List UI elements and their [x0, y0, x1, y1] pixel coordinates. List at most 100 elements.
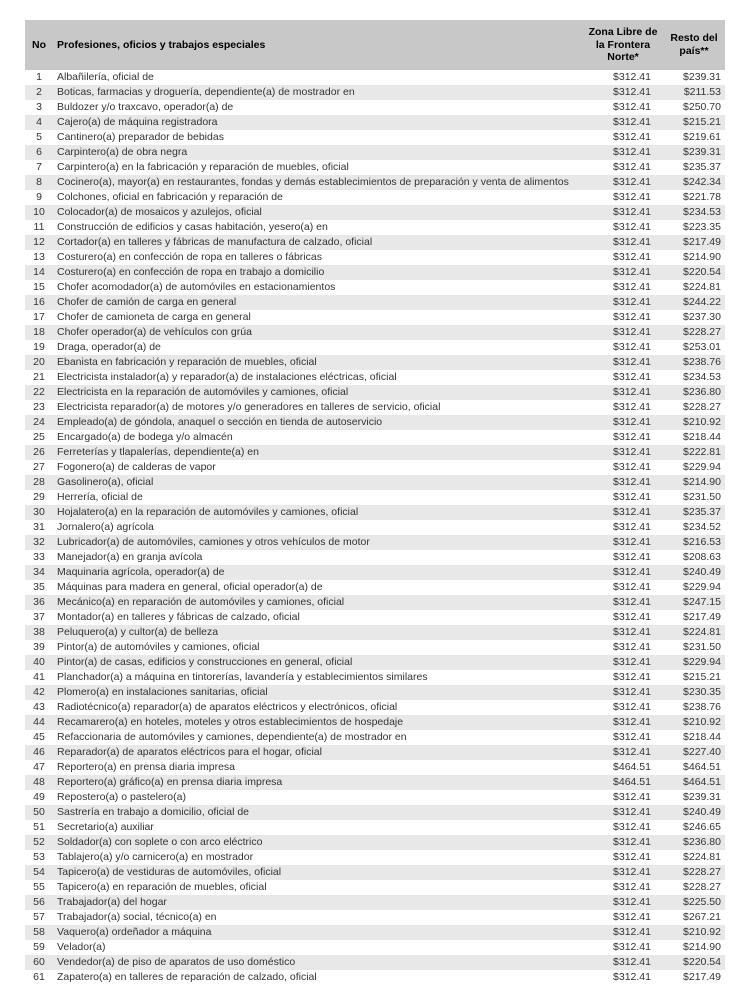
table-row: 12Cortador(a) en talleres y fábricas de …	[25, 235, 725, 250]
cell-zona: $312.41	[583, 730, 663, 745]
cell-zona: $312.41	[583, 430, 663, 445]
cell-profession: Colchones, oficial en fabricación y repa…	[53, 190, 583, 205]
table-row: 2Boticas, farmacias y droguería, dependi…	[25, 85, 725, 100]
cell-no: 59	[25, 940, 53, 955]
table-body: 1Albañilería, oficial de$312.41$239.312B…	[25, 70, 725, 985]
cell-zona: $312.41	[583, 235, 663, 250]
cell-resto: $239.31	[663, 790, 725, 805]
cell-zona: $312.41	[583, 460, 663, 475]
table-row: 32Lubricador(a) de automóviles, camiones…	[25, 535, 725, 550]
cell-resto: $219.61	[663, 130, 725, 145]
cell-no: 9	[25, 190, 53, 205]
table-row: 27Fogonero(a) de calderas de vapor$312.4…	[25, 460, 725, 475]
cell-resto: $217.49	[663, 610, 725, 625]
cell-profession: Soldador(a) con soplete o con arco eléct…	[53, 835, 583, 850]
cell-no: 42	[25, 685, 53, 700]
cell-profession: Reportero(a) en prensa diaria impresa	[53, 760, 583, 775]
cell-profession: Sastrería en trabajo a domicilio, oficia…	[53, 805, 583, 820]
cell-profession: Secretario(a) auxiliar	[53, 820, 583, 835]
cell-zona: $312.41	[583, 550, 663, 565]
cell-no: 44	[25, 715, 53, 730]
cell-resto: $220.54	[663, 955, 725, 970]
cell-zona: $312.41	[583, 520, 663, 535]
table-row: 16Chofer de camión de carga en general$3…	[25, 295, 725, 310]
cell-resto: $267.21	[663, 910, 725, 925]
cell-resto: $234.53	[663, 205, 725, 220]
cell-no: 51	[25, 820, 53, 835]
cell-resto: $240.49	[663, 805, 725, 820]
cell-no: 2	[25, 85, 53, 100]
table-row: 9Colchones, oficial en fabricación y rep…	[25, 190, 725, 205]
table-row: 54Tapicero(a) de vestiduras de automóvil…	[25, 865, 725, 880]
table-row: 13Costurero(a) en confección de ropa en …	[25, 250, 725, 265]
cell-profession: Chofer de camioneta de carga en general	[53, 310, 583, 325]
table-row: 47Reportero(a) en prensa diaria impresa$…	[25, 760, 725, 775]
table-row: 7Carpintero(a) en la fabricación y repar…	[25, 160, 725, 175]
cell-zona: $312.41	[583, 250, 663, 265]
cell-resto: $217.49	[663, 235, 725, 250]
cell-no: 34	[25, 565, 53, 580]
cell-profession: Electricista reparador(a) de motores y/o…	[53, 400, 583, 415]
cell-profession: Reparador(a) de aparatos eléctricos para…	[53, 745, 583, 760]
table-row: 10Colocador(a) de mosaicos y azulejos, o…	[25, 205, 725, 220]
cell-resto: $225.50	[663, 895, 725, 910]
table-row: 30Hojalatero(a) en la reparación de auto…	[25, 505, 725, 520]
cell-no: 1	[25, 70, 53, 85]
cell-profession: Cocinero(a), mayor(a) en restaurantes, f…	[53, 175, 583, 190]
cell-resto: $250.70	[663, 100, 725, 115]
cell-profession: Vaquero(a) ordeñador a máquina	[53, 925, 583, 940]
cell-resto: $210.92	[663, 925, 725, 940]
cell-zona: $312.41	[583, 670, 663, 685]
header-no: No	[25, 20, 53, 70]
cell-resto: $216.53	[663, 535, 725, 550]
table-row: 23Electricista reparador(a) de motores y…	[25, 400, 725, 415]
cell-no: 12	[25, 235, 53, 250]
table-row: 3Buldozer y/o traxcavo, operador(a) de$3…	[25, 100, 725, 115]
cell-profession: Boticas, farmacias y droguería, dependie…	[53, 85, 583, 100]
cell-no: 17	[25, 310, 53, 325]
cell-no: 13	[25, 250, 53, 265]
cell-no: 10	[25, 205, 53, 220]
cell-profession: Cajero(a) de máquina registradora	[53, 115, 583, 130]
cell-profession: Radiotécnico(a) reparador(a) de aparatos…	[53, 700, 583, 715]
cell-profession: Pintor(a) de automóviles y camiones, ofi…	[53, 640, 583, 655]
cell-no: 6	[25, 145, 53, 160]
table-row: 45Refaccionaria de automóviles y camione…	[25, 730, 725, 745]
cell-no: 25	[25, 430, 53, 445]
table-row: 38Peluquero(a) y cultor(a) de belleza$31…	[25, 625, 725, 640]
cell-no: 56	[25, 895, 53, 910]
cell-resto: $234.52	[663, 520, 725, 535]
cell-zona: $464.51	[583, 760, 663, 775]
cell-zona: $312.41	[583, 610, 663, 625]
cell-zona: $312.41	[583, 925, 663, 940]
cell-resto: $224.81	[663, 280, 725, 295]
cell-profession: Tapicero(a) de vestiduras de automóviles…	[53, 865, 583, 880]
cell-resto: $210.92	[663, 415, 725, 430]
cell-resto: $214.90	[663, 940, 725, 955]
cell-zona: $312.41	[583, 955, 663, 970]
cell-profession: Fogonero(a) de calderas de vapor	[53, 460, 583, 475]
cell-resto: $244.22	[663, 295, 725, 310]
cell-no: 43	[25, 700, 53, 715]
cell-profession: Draga, operador(a) de	[53, 340, 583, 355]
header-zona: Zona Libre de la Frontera Norte*	[583, 20, 663, 70]
cell-profession: Jornalero(a) agrícola	[53, 520, 583, 535]
cell-resto: $228.27	[663, 880, 725, 895]
cell-no: 40	[25, 655, 53, 670]
cell-zona: $312.41	[583, 190, 663, 205]
table-row: 50Sastrería en trabajo a domicilio, ofic…	[25, 805, 725, 820]
cell-no: 8	[25, 175, 53, 190]
cell-profession: Hojalatero(a) en la reparación de automó…	[53, 505, 583, 520]
cell-zona: $312.41	[583, 820, 663, 835]
table-row: 8Cocinero(a), mayor(a) en restaurantes, …	[25, 175, 725, 190]
cell-resto: $464.51	[663, 775, 725, 790]
cell-no: 57	[25, 910, 53, 925]
cell-resto: $253.01	[663, 340, 725, 355]
table-row: 60Vendedor(a) de piso de aparatos de uso…	[25, 955, 725, 970]
table-row: 22Electricista en la reparación de autom…	[25, 385, 725, 400]
cell-profession: Chofer operador(a) de vehículos con grúa	[53, 325, 583, 340]
cell-resto: $214.90	[663, 475, 725, 490]
table-row: 40Pintor(a) de casas, edificios y constr…	[25, 655, 725, 670]
cell-no: 60	[25, 955, 53, 970]
cell-resto: $242.34	[663, 175, 725, 190]
